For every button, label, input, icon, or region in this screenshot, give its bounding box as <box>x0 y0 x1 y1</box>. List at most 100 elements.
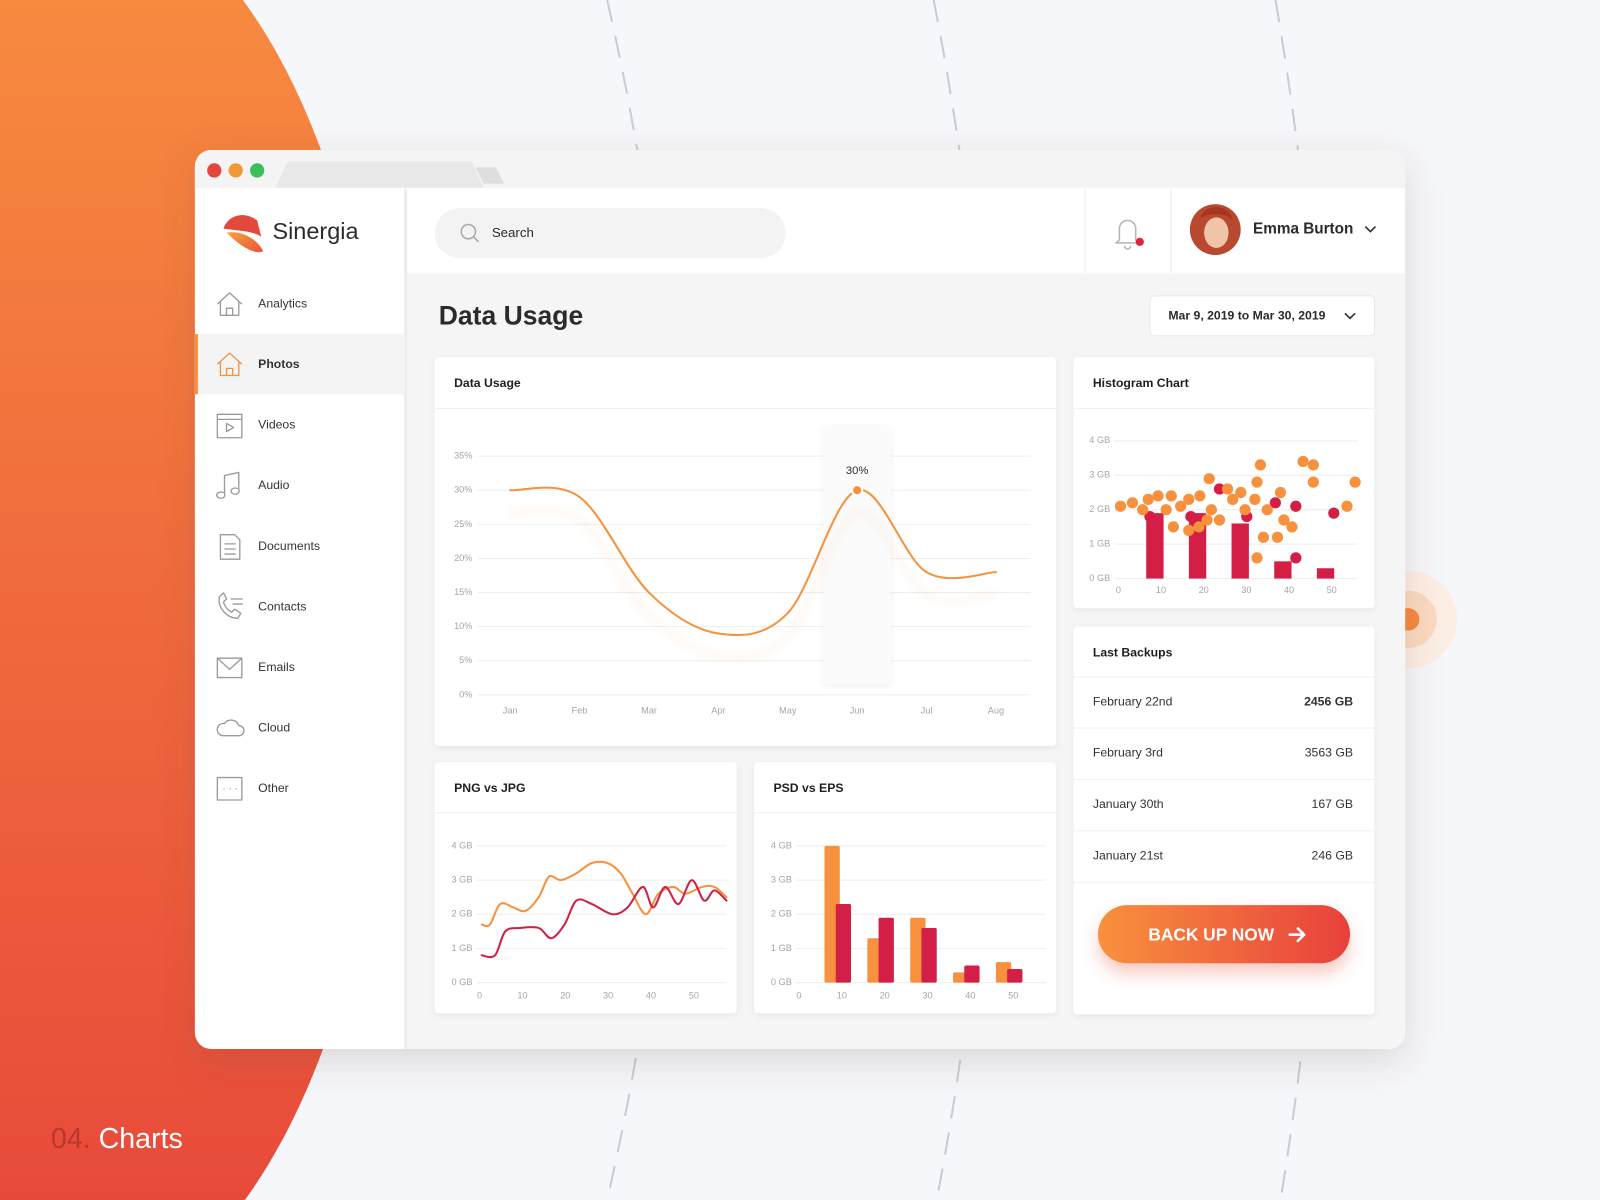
nav-item[interactable]: Videos <box>216 413 295 439</box>
point <box>1257 531 1270 543</box>
nav-item[interactable]: Documents <box>219 534 320 560</box>
y-tick-label: 1 GB <box>1089 539 1110 549</box>
nav-icon <box>216 352 243 377</box>
x-tick-label: 0 <box>477 990 482 1000</box>
backup-date: February 3rd <box>1093 746 1163 760</box>
x-tick-label: Jul <box>921 706 933 716</box>
y-tick-label: 1 GB <box>771 943 792 953</box>
nav-icon <box>218 592 243 620</box>
point <box>1114 500 1127 512</box>
x-tick-label: 0 <box>1116 585 1121 595</box>
x-tick-label: Apr <box>711 706 725 716</box>
user-menu[interactable]: Emma Burton <box>1189 204 1377 256</box>
point <box>1160 504 1172 516</box>
logo-text: Sinergia <box>272 218 359 244</box>
nav-label: Emails <box>258 660 295 674</box>
card-title: Histogram Chart <box>1093 376 1189 390</box>
date-range: Mar 9, 2019 to Mar 30, 2019 <box>1168 309 1325 323</box>
minimize-dot[interactable] <box>228 163 243 178</box>
search-placeholder: Search <box>492 225 534 240</box>
nav-item[interactable]: Emails <box>216 657 295 679</box>
button-label: BACK UP NOW <box>1148 924 1274 944</box>
point <box>1239 504 1251 516</box>
nav-label: Cloud <box>258 721 290 735</box>
nav-item[interactable]: Other <box>216 776 289 801</box>
backup-date: February 22nd <box>1093 694 1173 708</box>
x-tick-label: Jun <box>850 706 865 716</box>
nav-icon <box>216 292 243 316</box>
bar <box>964 965 980 983</box>
y-tick-label: 3 GB <box>452 875 473 885</box>
logo[interactable]: Sinergia <box>223 215 359 253</box>
nav-label: Analytics <box>258 296 307 310</box>
point <box>1341 500 1353 512</box>
nav-item[interactable]: Analytics <box>216 292 307 316</box>
x-tick-label: May <box>779 706 797 716</box>
y-tick-label: 25% <box>454 519 472 529</box>
y-tick-label: 2 GB <box>1089 504 1110 514</box>
close-dot[interactable] <box>207 163 222 178</box>
date-picker[interactable]: Mar 9, 2019 to Mar 30, 2019 <box>1149 295 1375 337</box>
point <box>1271 531 1284 543</box>
point <box>1274 486 1287 499</box>
x-tick-label: 20 <box>880 990 890 1000</box>
nav-label: Audio <box>258 478 289 492</box>
x-tick-label: Feb <box>572 706 588 716</box>
point <box>1221 483 1234 495</box>
nav-label: Other <box>258 781 289 795</box>
point <box>851 484 864 497</box>
point <box>1254 459 1267 471</box>
bar <box>1007 968 1023 983</box>
point <box>1227 493 1239 505</box>
x-tick-label: 30 <box>603 990 613 1000</box>
search-box[interactable]: Search <box>434 208 786 259</box>
point <box>1193 521 1205 533</box>
nav-label: Documents <box>258 539 320 553</box>
point <box>1126 497 1139 509</box>
line <box>480 879 728 959</box>
chart: 0 GB 1 GB 2 GB 3 GB 4 GB 0 10 20 30 40 50 <box>452 840 728 1000</box>
point <box>1307 476 1319 488</box>
nav-item[interactable]: Cloud <box>216 719 290 737</box>
nav-icon <box>216 657 243 679</box>
point <box>1251 552 1263 564</box>
chart: 0 GB 1 GB 2 GB 3 GB 4 GB 0 10 20 30 40 50 <box>1089 435 1361 595</box>
nav-item[interactable]: Audio <box>216 471 290 499</box>
point <box>1286 521 1298 533</box>
backup-date: January 21st <box>1093 849 1164 863</box>
point <box>1290 552 1302 564</box>
user-name: Emma Burton <box>1253 221 1353 238</box>
x-tick-label: 40 <box>1284 585 1294 595</box>
notifications[interactable] <box>1114 219 1144 250</box>
x-tick-label: 10 <box>1156 585 1166 595</box>
backup-button[interactable]: BACK UP NOW <box>1097 905 1350 964</box>
y-tick-label: 10% <box>454 621 472 631</box>
backup-size: 3563 GB <box>1305 746 1353 760</box>
y-tick-label: 3 GB <box>1089 470 1110 480</box>
nav-label: Contacts <box>258 599 306 613</box>
x-tick-label: 0 <box>796 990 801 1000</box>
active-nav-marker <box>194 334 198 395</box>
card-title: Last Backups <box>1093 645 1173 659</box>
backup-table: February 22nd 2456 GB February 3rd 3563 GB J… <box>1073 676 1375 883</box>
page-title: Data Usage <box>439 300 583 330</box>
point <box>1261 504 1273 516</box>
y-tick-label: 2 GB <box>452 909 473 919</box>
card-title: PSD vs EPS <box>773 781 843 795</box>
nav-item[interactable]: Photos <box>216 352 300 377</box>
nav-item[interactable]: Contacts <box>218 592 306 620</box>
footer-label: Charts <box>99 1122 183 1154</box>
point <box>1249 493 1261 505</box>
point <box>1165 490 1177 502</box>
point <box>1307 459 1319 471</box>
y-tick-label: 4 GB <box>452 840 473 850</box>
point <box>1297 455 1309 468</box>
point <box>1152 490 1164 502</box>
x-tick-label: 40 <box>646 990 656 1000</box>
x-tick-label: 10 <box>517 990 527 1000</box>
maximize-dot[interactable] <box>249 163 265 178</box>
y-tick-label: 15% <box>454 587 472 597</box>
bar <box>1316 568 1335 579</box>
